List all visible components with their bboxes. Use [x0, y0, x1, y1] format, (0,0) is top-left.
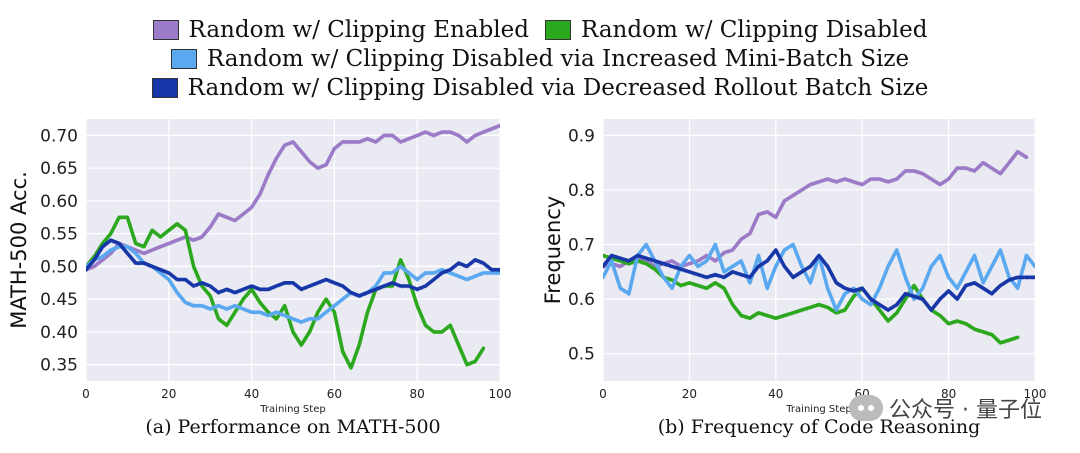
y-axis-label: MATH-500 Acc. [7, 171, 31, 329]
series-line-0 [86, 123, 500, 272]
caption-frequency: (b) Frequency of Code Reasoning [657, 416, 981, 438]
math500-accuracy-chart: 0 20 40 60 80 100 0.35 0.40 0.45 0.50 0.55 0.60 0.65… [7, 119, 512, 415]
legend-item-mini-batch: Random w/ Clipping Disabled via Increase… [170, 46, 910, 72]
legend-item-clipping-enabled: Random w/ Clipping Enabled [152, 17, 530, 43]
x-tick-label: 0 [599, 387, 607, 401]
y-tick-label: 0.9 [568, 126, 595, 146]
legend-label-clipping-disabled: Random w/ Clipping Disabled [581, 17, 928, 43]
x-tick-label: 100 [489, 387, 512, 401]
wechat-icon [849, 395, 884, 421]
series-raw-trace-2 [86, 248, 500, 325]
legend: Random w/ Clipping Enabled Random w/ Cli… [0, 0, 1080, 110]
series-raw-trace-0 [86, 127, 500, 273]
series-line-0 [603, 149, 1029, 269]
y-tick-label: 0.65 [40, 159, 78, 179]
watermark-text: 公众号 · 量子位 [889, 398, 1042, 423]
x-tick-label: 20 [682, 387, 697, 401]
y-tick-label: 0.6 [568, 290, 595, 310]
legend-swatch-clipping-disabled [545, 20, 571, 40]
x-tick-label: 60 [327, 387, 342, 401]
legend-row-3: Random w/ Clipping Disabled via Decrease… [0, 74, 1080, 102]
series-line-3 [603, 248, 1035, 312]
legend-row-2: Random w/ Clipping Disabled via Increase… [0, 45, 1080, 73]
legend-row-1: Random w/ Clipping Enabled Random w/ Cli… [0, 16, 1080, 44]
x-axis-label: Training Step [259, 404, 325, 415]
y-tick-label: 0.50 [40, 257, 78, 277]
y-tick-label: 0.60 [40, 192, 78, 212]
y-tick-label: 0.7 [568, 236, 595, 256]
x-tick-label: 40 [244, 387, 259, 401]
legend-label-clipping-enabled: Random w/ Clipping Enabled [188, 17, 530, 43]
caption-performance: (a) Performance on MATH-500 [145, 416, 441, 438]
x-tick-label: 100 [1024, 387, 1047, 401]
legend-item-clipping-disabled: Random w/ Clipping Disabled [545, 17, 928, 43]
x-tick-label: 20 [161, 387, 176, 401]
y-tick-label: 0.55 [40, 225, 78, 245]
legend-item-rollout-batch: Random w/ Clipping Disabled via Decrease… [151, 75, 929, 101]
series-line-1 [86, 215, 486, 370]
y-tick-label: 0.5 [568, 345, 595, 365]
x-tick-label: 0 [82, 387, 90, 401]
x-tick-label: 40 [768, 387, 783, 401]
x-tick-label: 80 [410, 387, 425, 401]
y-tick-label: 0.70 [40, 126, 78, 146]
y-tick-label: 0.35 [40, 356, 78, 376]
legend-label-rollout-batch: Random w/ Clipping Disabled via Decrease… [187, 75, 929, 101]
series-line-1 [603, 253, 1020, 345]
watermark: 公众号 · 量子位 [849, 392, 1042, 424]
series-line-3 [86, 238, 500, 298]
y-tick-label: 0.45 [40, 290, 78, 310]
legend-swatch-mini-batch [170, 49, 197, 69]
legend-swatch-rollout-batch [151, 78, 178, 98]
y-axis-label: Frequency [541, 196, 565, 305]
legend-swatch-clipping-enabled [152, 20, 179, 40]
legend-label-mini-batch: Random w/ Clipping Disabled via Increase… [206, 46, 910, 72]
y-tick-label: 0.8 [568, 181, 595, 201]
y-tick-label: 0.40 [40, 323, 78, 343]
x-axis-label: Training Step [785, 404, 851, 415]
plot-area [603, 119, 1035, 381]
x-tick-label: 80 [941, 387, 956, 401]
